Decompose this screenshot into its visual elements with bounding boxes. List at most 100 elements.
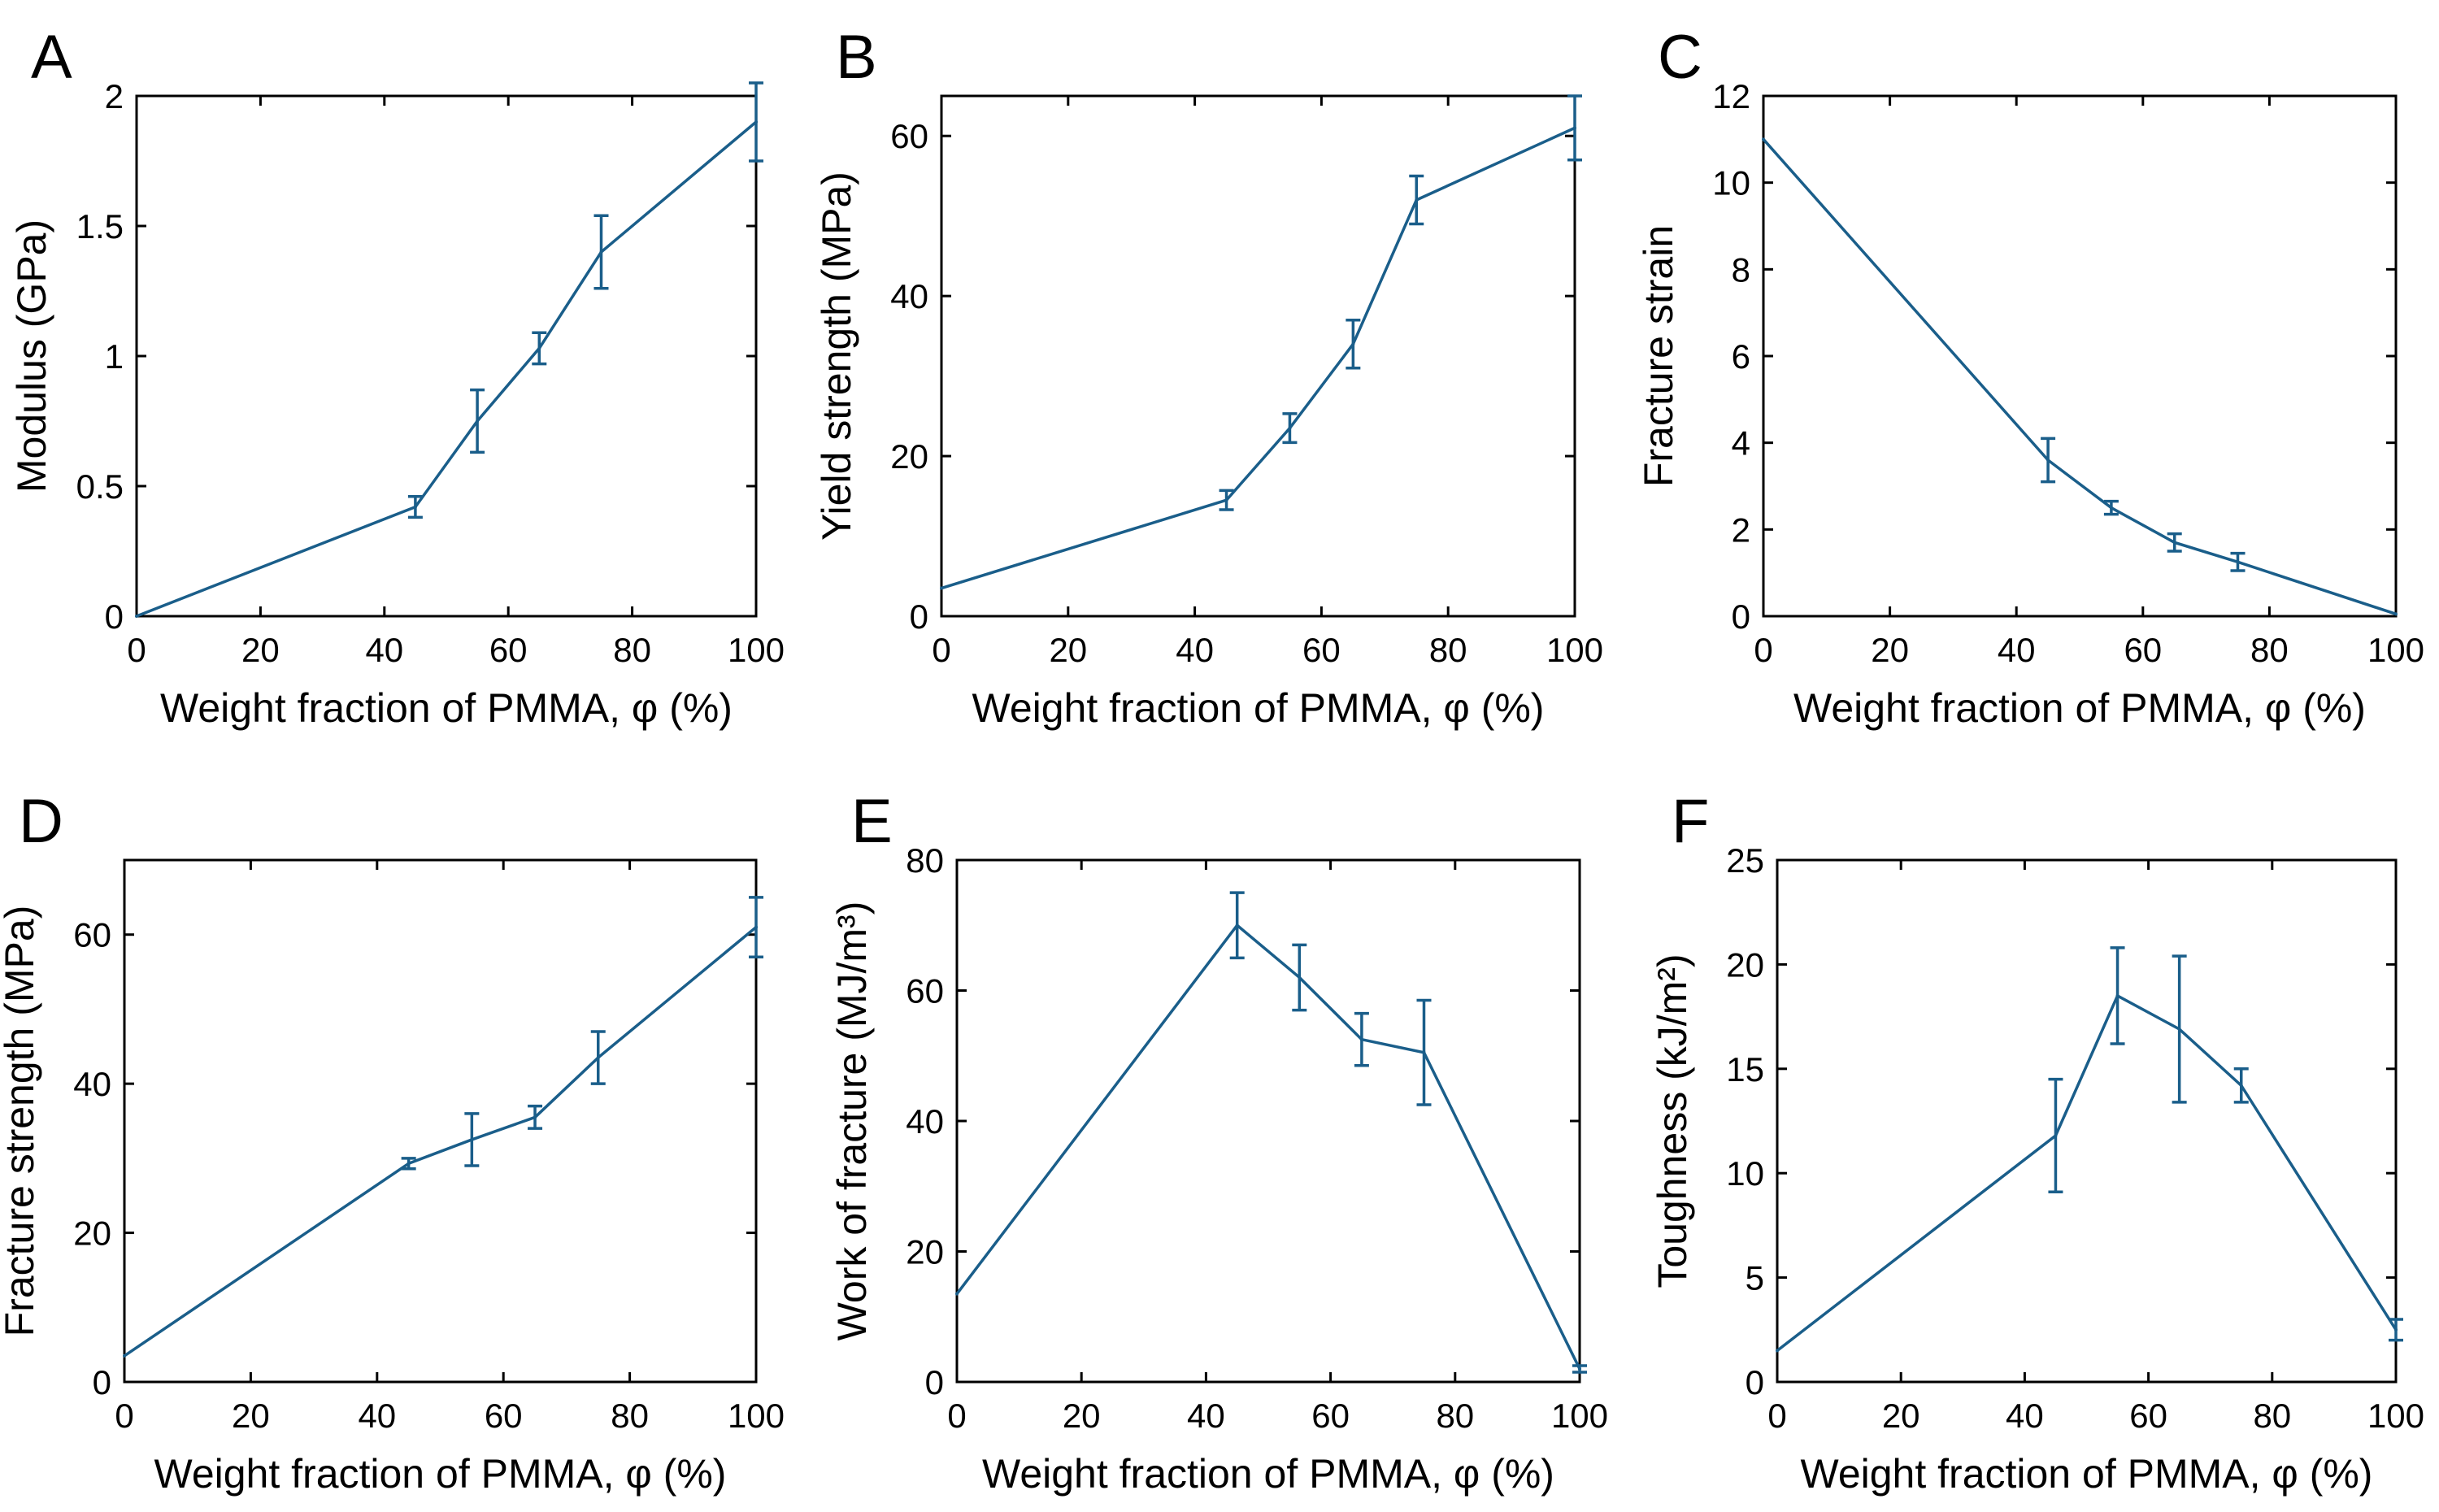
x-tick-label: 20: [1882, 1397, 1920, 1435]
x-tick-label: 60: [1302, 631, 1341, 669]
y-tick-label: 0: [105, 597, 124, 636]
panel-e: E 0 20 40 60 80 100 0 20 40 60 80 Weight fraction of…: [829, 787, 1608, 1497]
series-line: [1762, 138, 2397, 615]
y-tick-label: 0: [925, 1363, 944, 1401]
x-tick-label: 60: [489, 631, 528, 669]
data-point: [1776, 1349, 1779, 1353]
x-tick-label: 80: [1429, 631, 1467, 669]
y-tick-label: 6: [1732, 337, 1750, 376]
panel-letter: A: [31, 23, 72, 92]
panel-letter: F: [1672, 787, 1709, 856]
x-tick-label: 20: [241, 631, 280, 669]
y-tick-label: 4: [1732, 424, 1750, 463]
panel-f: F 0 20 40 60 80 100 0 5 10 15 20 25 Weight fraction o…: [1650, 787, 2424, 1497]
x-tick-label: 20: [232, 1397, 270, 1435]
x-tick-label: 60: [2124, 631, 2162, 669]
x-tick-label: 60: [1311, 1397, 1350, 1435]
axis-frame: [1762, 94, 2398, 618]
y-axis-label: Fracture strength (MPa): [0, 906, 42, 1337]
panel-c: C 0 20 40 60 80 100 0 2 4 6 8 10 12 Weight fraction of…: [1636, 23, 2424, 731]
x-tick-label: 0: [947, 1397, 966, 1435]
y-axis-label: Yield strength (MPa): [814, 172, 859, 541]
y-tick-label: 12: [1712, 77, 1750, 115]
x-axis-label: Weight fraction of PMMA, φ (%): [160, 685, 733, 731]
panel-b: B 0 20 40 60 80 100 0 20 40 60 Weight fraction of P…: [814, 23, 1603, 731]
y-tick-label: 1.5: [76, 207, 124, 245]
y-axis-label: Fracture strain: [1636, 225, 1681, 487]
x-tick-label: 100: [1551, 1397, 1608, 1435]
y-tick-label: 0: [93, 1363, 111, 1401]
x-axis-label: Weight fraction of PMMA, φ (%): [1793, 685, 2366, 731]
data-point: [2394, 612, 2398, 616]
x-tick-label: 80: [613, 631, 651, 669]
y-tick-label: 80: [906, 841, 944, 880]
data-point: [135, 615, 138, 618]
x-tick-label: 0: [127, 631, 146, 669]
x-tick-label: 100: [1546, 631, 1603, 669]
x-tick-label: 100: [2367, 631, 2424, 669]
x-tick-label: 40: [358, 1397, 396, 1435]
axis-frame: [123, 858, 758, 1384]
data-point: [1762, 137, 1765, 141]
y-tick-label: 0: [1732, 597, 1750, 636]
y-tick-label: 60: [73, 916, 111, 954]
y-tick-label: 40: [73, 1065, 111, 1103]
x-tick-label: 80: [1436, 1397, 1474, 1435]
x-axis-label: Weight fraction of PMMA, φ (%): [1801, 1451, 2373, 1497]
y-tick-label: 20: [73, 1214, 111, 1253]
series-line: [124, 926, 758, 1358]
x-tick-label: 0: [932, 631, 950, 669]
y-tick-label: 20: [1726, 945, 1764, 984]
series-line: [1776, 993, 2398, 1352]
x-axis-label: Weight fraction of PMMA, φ (%): [154, 1451, 727, 1497]
y-tick-label: 10: [1726, 1154, 1764, 1193]
axis-frame: [955, 858, 1581, 1384]
series-line: [136, 120, 758, 618]
y-axis-label: Toughness (kJ/m²): [1650, 954, 1695, 1288]
x-axis-label: Weight fraction of PMMA, φ (%): [972, 685, 1545, 731]
x-axis-label: Weight fraction of PMMA, φ (%): [982, 1451, 1554, 1497]
x-tick-label: 60: [2129, 1397, 2167, 1435]
data-point: [940, 586, 943, 590]
y-tick-label: 5: [1746, 1259, 1764, 1297]
y-tick-label: 0: [910, 597, 928, 636]
x-tick-label: 60: [485, 1397, 523, 1435]
series-line: [955, 923, 1581, 1370]
y-tick-label: 15: [1726, 1050, 1764, 1088]
y-tick-label: 60: [890, 117, 928, 155]
panel-letter: E: [851, 787, 893, 856]
panel-letter: C: [1658, 23, 1702, 92]
x-tick-label: 100: [2367, 1397, 2424, 1435]
panel-a: A 0 20 40 60 80 100 0 0.5 1 1.5 2 Weight fraction of…: [9, 23, 785, 731]
x-tick-label: 20: [1871, 631, 1909, 669]
x-tick-label: 40: [1998, 631, 2036, 669]
y-tick-label: 0.5: [76, 467, 124, 506]
y-tick-label: 10: [1712, 164, 1750, 202]
series-line: [941, 126, 1576, 590]
x-tick-label: 40: [365, 631, 403, 669]
y-tick-label: 2: [1732, 511, 1750, 549]
x-tick-label: 100: [728, 631, 785, 669]
x-tick-label: 20: [1049, 631, 1087, 669]
x-tick-label: 40: [1187, 1397, 1225, 1435]
x-tick-label: 0: [1767, 1397, 1786, 1435]
y-axis-label: Modulus (GPa): [9, 219, 54, 493]
y-tick-label: 25: [1726, 841, 1764, 880]
y-tick-label: 0: [1746, 1363, 1764, 1401]
x-tick-label: 80: [2253, 1397, 2291, 1435]
x-tick-label: 40: [2006, 1397, 2044, 1435]
panel-letter: B: [836, 23, 877, 92]
y-tick-label: 20: [890, 437, 928, 476]
y-tick-label: 20: [906, 1233, 944, 1271]
y-tick-label: 1: [105, 337, 124, 376]
x-tick-label: 100: [728, 1397, 785, 1435]
panel-d: D 0 20 40 60 80 100 0 20 40 60 Weight fraction of P…: [0, 787, 785, 1497]
axis-frame: [135, 94, 758, 618]
x-tick-label: 20: [1063, 1397, 1101, 1435]
x-tick-label: 80: [2250, 631, 2289, 669]
y-tick-label: 40: [890, 277, 928, 315]
y-tick-label: 60: [906, 972, 944, 1010]
y-tick-label: 8: [1732, 250, 1750, 289]
data-point: [955, 1292, 959, 1296]
